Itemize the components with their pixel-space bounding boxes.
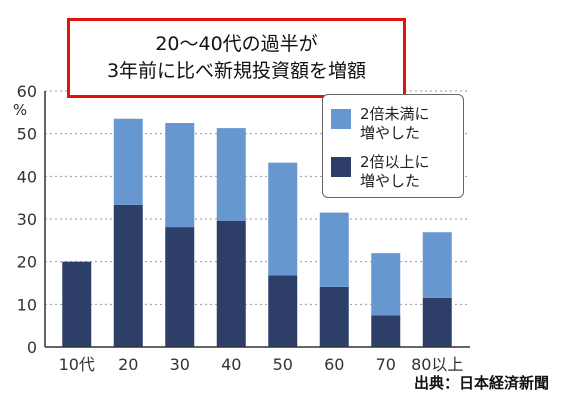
x-tick-label-4: 50 — [273, 355, 293, 374]
bar-double-or-more-4 — [268, 275, 298, 347]
title-line-2: 3年前に比べ新規投資額を増額 — [106, 60, 367, 82]
legend-label-less-than-double: 2倍未満に 増やした — [360, 105, 430, 142]
bar-less-than-double-5 — [319, 212, 349, 287]
bar-less-than-double-6 — [371, 253, 401, 316]
y-tick-label-10: 10 — [17, 295, 37, 314]
bar-double-or-more-0 — [62, 261, 92, 347]
bar-less-than-double-7 — [422, 232, 452, 298]
bar-less-than-double-4 — [268, 162, 298, 276]
legend-label-double-or-more: 2倍以上に 増やした — [360, 153, 430, 190]
y-tick-label-30: 30 — [17, 210, 37, 229]
bar-double-or-more-3 — [216, 220, 246, 347]
x-tick-label-1: 20 — [118, 355, 138, 374]
bar-double-or-more-7 — [422, 297, 452, 347]
source-credit: 出典：日本経済新聞 — [413, 374, 549, 392]
legend: 2倍未満に 増やした 2倍以上に 増やした — [322, 94, 464, 198]
bar-less-than-double-3 — [216, 128, 246, 221]
y-unit-label: % — [13, 101, 27, 119]
y-tick-label-40: 40 — [17, 167, 37, 186]
x-tick-label-2: 30 — [170, 355, 190, 374]
legend-swatch-less-than-double — [331, 109, 351, 129]
y-tick-label-20: 20 — [17, 253, 37, 272]
bar-less-than-double-2 — [165, 123, 195, 228]
bar-less-than-double-1 — [113, 118, 143, 205]
bar-double-or-more-2 — [165, 227, 195, 347]
x-tick-label-6: 70 — [376, 355, 396, 374]
x-tick-label-5: 60 — [324, 355, 344, 374]
legend-swatch-double-or-more — [331, 157, 351, 177]
x-tick-label-0: 10代 — [59, 355, 95, 374]
bar-double-or-more-1 — [113, 204, 143, 347]
legend-item-double-or-more: 2倍以上に 増やした — [331, 153, 460, 191]
title-box: 20～40代の過半が 3年前に比べ新規投資額を増額 — [67, 18, 406, 98]
x-tick-label-3: 40 — [221, 355, 241, 374]
bar-double-or-more-6 — [371, 315, 401, 347]
legend-item-less-than-double: 2倍未満に 増やした — [331, 105, 460, 143]
y-tick-label-0: 0 — [27, 338, 37, 357]
y-tick-label-60: 60 — [17, 82, 37, 101]
title-line-1: 20～40代の過半が — [155, 33, 318, 55]
x-tick-label-7: 80以上 — [411, 355, 463, 374]
y-tick-label-50: 50 — [17, 125, 37, 144]
bar-double-or-more-5 — [319, 286, 349, 347]
